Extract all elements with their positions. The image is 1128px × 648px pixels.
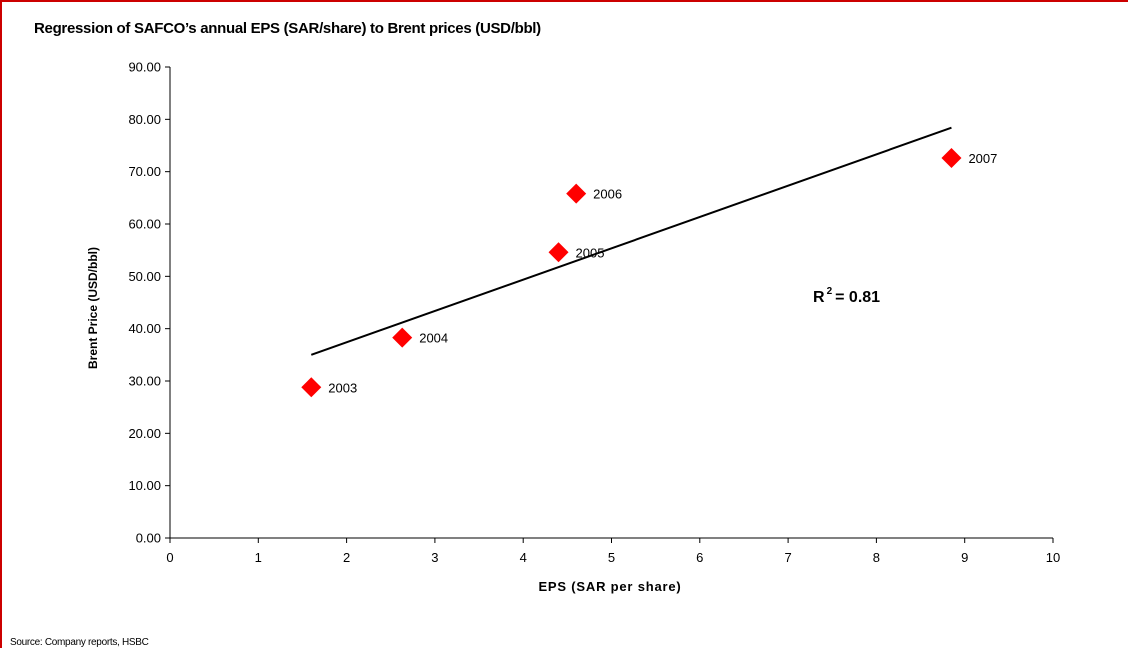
x-tick-label: 5	[608, 550, 615, 565]
x-ticks: 0 1 2 3 4 5 6 7 8 9 10	[166, 538, 1060, 565]
x-tick-label: 4	[520, 550, 527, 565]
r-squared-annotation: R 2 = 0.81	[813, 286, 880, 306]
chart-title: Regression of SAFCO’s annual EPS (SAR/sh…	[34, 20, 541, 37]
x-tick-label: 10	[1046, 550, 1060, 565]
y-tick-label: 60.00	[128, 217, 161, 232]
data-point-label: 2007	[968, 151, 997, 166]
data-point-label: 2005	[576, 245, 605, 260]
r2-prefix: R	[813, 289, 825, 306]
y-ticks: 0.00 10.00 20.00 30.00 40.00 50.00 60.00 70.00 8…	[128, 60, 170, 546]
x-tick-label: 8	[873, 550, 880, 565]
data-point-marker	[548, 242, 569, 263]
data-point-label: 2006	[593, 187, 622, 202]
point-labels: 2003 2004 2005 2006 2007	[328, 151, 997, 395]
data-point-marker	[566, 183, 587, 204]
x-tick-label: 0	[166, 550, 173, 565]
data-points	[301, 148, 962, 398]
data-point-label: 2003	[328, 380, 357, 395]
y-tick-label: 10.00	[128, 478, 161, 493]
y-tick-label: 90.00	[128, 60, 161, 75]
r2-value: = 0.81	[835, 289, 880, 306]
source-note: Source: Company reports, HSBC	[10, 637, 149, 648]
x-tick-label: 9	[961, 550, 968, 565]
data-point-marker	[301, 377, 322, 398]
x-axis-label: EPS (SAR per share)	[538, 579, 681, 594]
y-tick-label: 80.00	[128, 112, 161, 127]
y-tick-label: 30.00	[128, 374, 161, 389]
data-point-marker	[941, 148, 962, 169]
data-point-label: 2004	[419, 331, 448, 346]
x-tick-label: 7	[784, 550, 791, 565]
x-tick-label: 3	[431, 550, 438, 565]
x-tick-label: 1	[255, 550, 262, 565]
y-tick-label: 20.00	[128, 426, 161, 441]
r2-exponent: 2	[827, 286, 833, 297]
data-point-marker	[392, 327, 413, 348]
x-tick-label: 2	[343, 550, 350, 565]
y-axis-label: Brent Price (USD/bbl)	[86, 247, 100, 369]
x-tick-label: 6	[696, 550, 703, 565]
y-tick-label: 70.00	[128, 164, 161, 179]
trendline	[310, 126, 952, 356]
y-tick-label: 50.00	[128, 269, 161, 284]
y-tick-label: 40.00	[128, 321, 161, 336]
y-tick-label: 0.00	[136, 531, 161, 546]
